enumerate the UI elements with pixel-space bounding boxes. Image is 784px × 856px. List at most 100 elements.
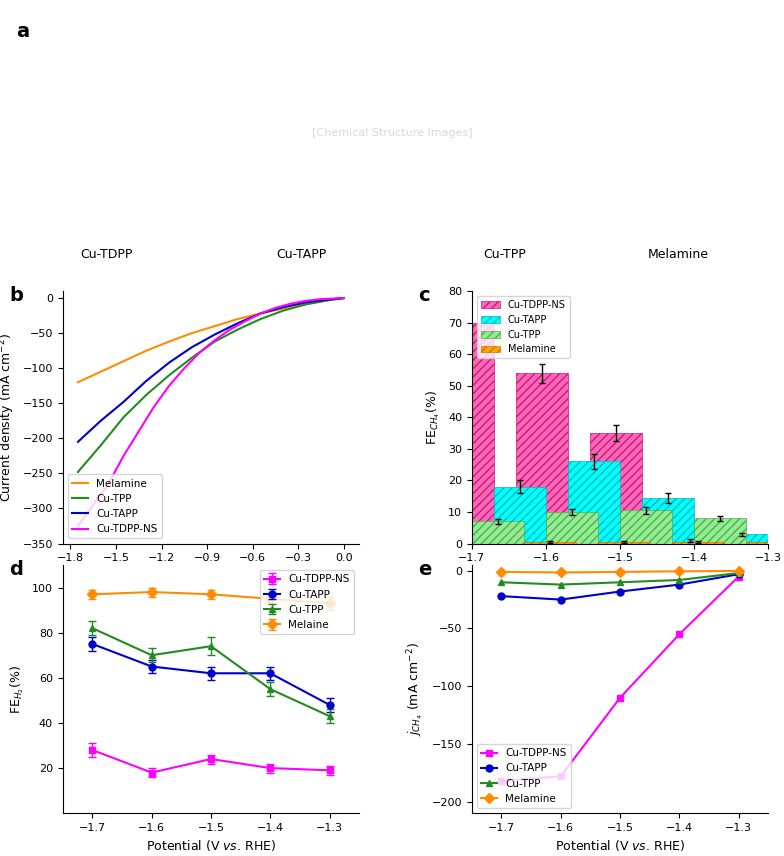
Bar <box>442 323 494 544</box>
Bar <box>620 510 672 544</box>
Cu-TPP <box>256 314 265 324</box>
Bar <box>598 542 650 544</box>
Bar <box>768 532 784 544</box>
Cu-TDPP-NS <box>165 381 174 391</box>
Cu-TAPP <box>165 358 174 368</box>
Cu-TDPP-NS <box>615 693 625 703</box>
Line: Cu-TPP: Cu-TPP <box>78 298 344 472</box>
Cu-TDPP-NS <box>339 293 349 303</box>
Cu-TPP <box>324 295 333 306</box>
Cu-TPP <box>734 568 743 578</box>
Bar <box>694 519 746 544</box>
Cu-TDPP-NS <box>301 295 310 306</box>
Cu-TDPP-NS <box>73 521 82 532</box>
Text: Cu-TAPP: Cu-TAPP <box>277 248 327 261</box>
Text: b: b <box>9 286 24 305</box>
Cu-TAPP <box>615 586 625 597</box>
Line: Cu-TPP: Cu-TPP <box>498 569 742 588</box>
Line: Cu-TAPP: Cu-TAPP <box>78 298 344 442</box>
Cu-TPP <box>278 306 288 316</box>
Melamine <box>556 568 565 578</box>
Melamine <box>142 346 151 356</box>
Cu-TPP <box>165 370 174 380</box>
Text: Cu-TDPP: Cu-TDPP <box>80 248 132 261</box>
Legend: Cu-TDPP-NS, Cu-TAPP, Cu-TPP, Melamine: Cu-TDPP-NS, Cu-TAPP, Cu-TPP, Melamine <box>477 744 571 808</box>
Cu-TPP <box>119 413 129 423</box>
Cu-TPP <box>301 300 310 310</box>
Cu-TAPP <box>497 591 506 601</box>
Melamine <box>73 377 82 388</box>
Melamine <box>734 566 743 576</box>
Melamine <box>675 566 684 576</box>
Cu-TAPP <box>233 318 242 329</box>
Text: Cu-TPP: Cu-TPP <box>484 248 526 261</box>
Legend: Cu-TDPP-NS, Cu-TAPP, Cu-TPP, Melaine: Cu-TDPP-NS, Cu-TAPP, Cu-TPP, Melaine <box>260 570 354 634</box>
Cu-TPP <box>187 353 197 363</box>
Text: a: a <box>16 22 29 41</box>
X-axis label: Potential (V $\it{vs}$. RHE): Potential (V $\it{vs}$. RHE) <box>146 569 276 584</box>
Bar <box>717 534 768 544</box>
Bar <box>746 542 784 544</box>
Melamine <box>324 295 333 306</box>
Cu-TDPP-NS <box>210 335 220 345</box>
Cu-TAPP <box>119 396 129 407</box>
Cu-TAPP <box>256 308 265 318</box>
Cu-TDPP-NS <box>119 451 129 461</box>
Bar <box>517 373 568 544</box>
Cu-TDPP-NS <box>556 771 565 782</box>
Line: Melamine: Melamine <box>498 568 742 576</box>
Melamine <box>615 567 625 577</box>
Cu-TPP <box>675 575 684 586</box>
Cu-TAPP <box>301 297 310 307</box>
Legend: Cu-TDPP-NS, Cu-TAPP, Cu-TPP, Melamine: Cu-TDPP-NS, Cu-TAPP, Cu-TPP, Melamine <box>477 296 570 359</box>
Melamine <box>301 299 310 309</box>
Melamine <box>96 366 105 377</box>
Cu-TPP <box>233 324 242 335</box>
Y-axis label: Current density (mA cm$^{-2}$): Current density (mA cm$^{-2}$) <box>0 333 17 502</box>
Cu-TDPP-NS <box>195 348 205 358</box>
Melamine <box>497 567 506 577</box>
Cu-TPP <box>142 389 151 400</box>
Melamine <box>187 328 197 338</box>
Cu-TPP <box>497 577 506 587</box>
Cu-TDPP-NS <box>317 294 326 304</box>
Cu-TDPP-NS <box>256 308 265 318</box>
Y-axis label: $j_{CH_4}$ (mA cm$^{-2}$): $j_{CH_4}$ (mA cm$^{-2}$) <box>406 642 426 736</box>
Cu-TDPP-NS <box>734 571 743 581</box>
X-axis label: Potential (V $\it{vs}$. RHE): Potential (V $\it{vs}$. RHE) <box>146 839 276 853</box>
Bar <box>368 360 420 544</box>
X-axis label: Potential (V $\it{vs}$. RHE): Potential (V $\it{vs}$. RHE) <box>555 569 685 584</box>
Bar <box>665 540 717 544</box>
Cu-TDPP-NS <box>332 294 341 304</box>
Line: Melamine: Melamine <box>78 298 344 383</box>
Cu-TDPP-NS <box>270 303 280 313</box>
Cu-TDPP-NS <box>225 324 234 335</box>
Cu-TDPP-NS <box>134 426 143 437</box>
Cu-TAPP <box>339 293 349 303</box>
Line: Cu-TDPP-NS: Cu-TDPP-NS <box>78 298 344 526</box>
Melamine <box>119 356 129 366</box>
Y-axis label: FE$_{CH_4}$(%): FE$_{CH_4}$(%) <box>425 389 442 445</box>
Cu-TDPP-NS <box>89 500 98 510</box>
Cu-TAPP <box>324 294 333 305</box>
Bar <box>590 433 642 544</box>
Melamine <box>210 321 220 331</box>
Cu-TPP <box>556 580 565 590</box>
Cu-TDPP-NS <box>149 401 158 412</box>
Melamine <box>165 336 174 347</box>
Melamine <box>339 293 349 303</box>
Cu-TAPP <box>187 342 197 353</box>
Cu-TAPP <box>142 376 151 386</box>
Melamine <box>278 303 288 313</box>
Bar <box>472 521 524 544</box>
Melamine <box>256 308 265 318</box>
Cu-TPP <box>210 336 220 347</box>
Cu-TPP <box>615 577 625 587</box>
Text: c: c <box>419 286 430 305</box>
Cu-TAPP <box>210 330 220 340</box>
Cu-TPP <box>73 467 82 477</box>
Y-axis label: FE$_{H_2}$(%): FE$_{H_2}$(%) <box>9 664 27 714</box>
Cu-TDPP-NS <box>286 299 296 309</box>
Cu-TDPP-NS <box>241 316 250 326</box>
Bar <box>642 498 694 544</box>
